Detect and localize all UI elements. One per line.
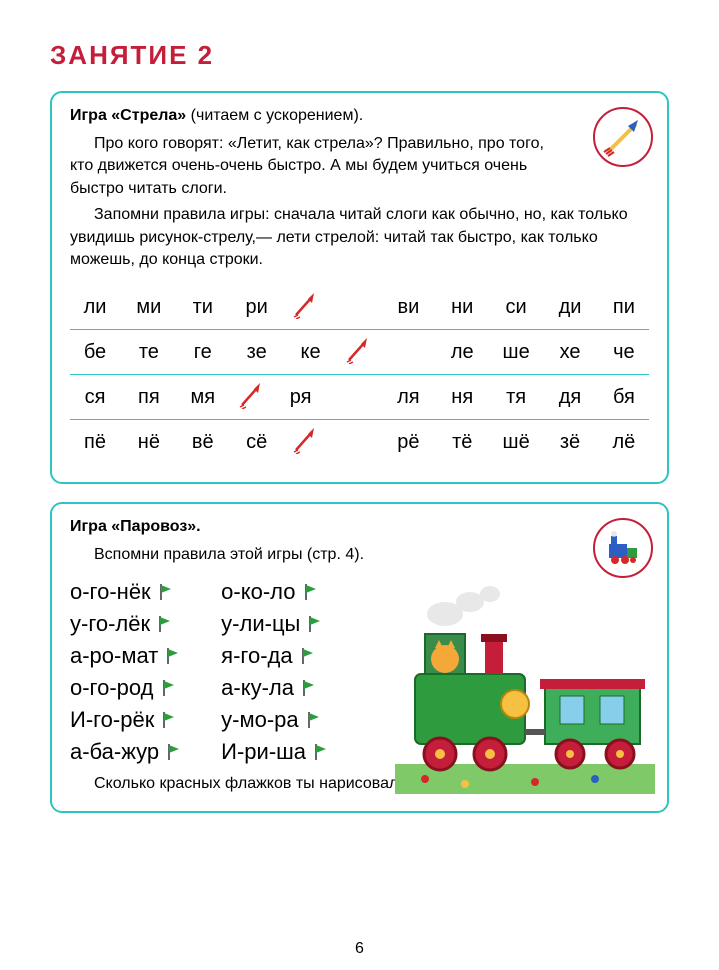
syllable-cell: ля bbox=[383, 386, 433, 409]
game1-para2: Запомни правила игры: сначала читай слог… bbox=[70, 204, 649, 271]
syllable-cell: дя bbox=[545, 386, 595, 409]
syllable-cell: нё bbox=[124, 431, 174, 454]
word-item: о-го-род bbox=[70, 675, 181, 701]
syllable-row: пёнёвёсё рётёшёзёлё bbox=[70, 419, 649, 464]
syllable-row: сяпямя ря лянятядябя bbox=[70, 374, 649, 419]
syllable-cell: пя bbox=[124, 386, 174, 409]
syllable-cell: ни bbox=[437, 296, 487, 319]
word-text: а-ку-ла bbox=[221, 675, 294, 701]
word-col-2: о-ко-ло у-ли-цы я-го-да а-ку-ла у-мо-ра И-ри-… bbox=[221, 579, 328, 765]
word-text: о-го-род bbox=[70, 675, 154, 701]
word-item: а-ку-ла bbox=[221, 675, 328, 701]
syllable-cell: тё bbox=[437, 431, 487, 454]
small-arrow-icon bbox=[286, 289, 326, 325]
small-arrow-icon bbox=[339, 334, 379, 370]
syllable-cell: ке bbox=[286, 341, 336, 364]
word-item: о-ко-ло bbox=[221, 579, 328, 605]
syllable-cell: ли bbox=[70, 296, 120, 319]
arrow-icon bbox=[600, 114, 646, 160]
train-icon-circle bbox=[593, 518, 653, 578]
syllable-cell: ше bbox=[491, 341, 541, 364]
syllable-cell: си bbox=[491, 296, 541, 319]
syllable-cell: ся bbox=[70, 386, 120, 409]
word-item: о-го-нёк bbox=[70, 579, 181, 605]
syllable-cell: ти bbox=[178, 296, 228, 319]
syllable-row: лимитири винисидипи bbox=[70, 285, 649, 329]
train-illustration bbox=[395, 584, 655, 794]
game-arrow-box: Игра «Стрела» (читаем с ускорением). Про… bbox=[50, 91, 669, 484]
syllable-cell: хе bbox=[545, 341, 595, 364]
word-item: а-ро-мат bbox=[70, 643, 181, 669]
arrow-icon-circle bbox=[593, 107, 653, 167]
syllable-cell: ня bbox=[437, 386, 487, 409]
game1-title-line: Игра «Стрела» (читаем с ускорением). bbox=[70, 107, 569, 125]
game1-subtitle: (читаем с ускорением). bbox=[186, 107, 363, 124]
syllable-cell: пи bbox=[599, 296, 649, 319]
word-text: о-ко-ло bbox=[221, 579, 295, 605]
word-item: И-ри-ша bbox=[221, 739, 328, 765]
word-item: я-го-да bbox=[221, 643, 328, 669]
word-text: у-мо-ра bbox=[221, 707, 298, 733]
word-item: у-мо-ра bbox=[221, 707, 328, 733]
train-icon bbox=[601, 526, 645, 570]
syllable-cell: шё bbox=[491, 431, 541, 454]
syllable-cell: ге bbox=[178, 341, 228, 364]
small-arrow-icon bbox=[232, 379, 272, 415]
game2-subtitle: Вспомни правила этой игры (стр. 4). bbox=[70, 544, 649, 566]
game-train-box: Игра «Паровоз». Вспомни правила этой игр… bbox=[50, 502, 669, 812]
syllable-cell: ви bbox=[383, 296, 433, 319]
word-text: я-го-да bbox=[221, 643, 292, 669]
syllable-cell: лё bbox=[599, 431, 649, 454]
game1-para1: Про кого говорят: «Летит, как стрела»? П… bbox=[70, 133, 569, 200]
syllable-cell: зё bbox=[545, 431, 595, 454]
syllable-cell: ря bbox=[276, 386, 326, 409]
syllable-cell: вё bbox=[178, 431, 228, 454]
syllable-row: бетегезеке лешехече bbox=[70, 329, 649, 374]
word-text: а-ба-жур bbox=[70, 739, 159, 765]
game1-title: Игра «Стрела» bbox=[70, 107, 186, 124]
word-col-1: о-го-нёк у-го-лёк а-ро-мат о-го-род И-го-рёк… bbox=[70, 579, 181, 765]
syllable-cell: че bbox=[599, 341, 649, 364]
word-item: у-го-лёк bbox=[70, 611, 181, 637]
word-text: И-ри-ша bbox=[221, 739, 306, 765]
syllable-cell: мя bbox=[178, 386, 228, 409]
lesson-title: ЗАНЯТИЕ 2 bbox=[50, 40, 669, 71]
syllable-cell: тя bbox=[491, 386, 541, 409]
word-text: о-го-нёк bbox=[70, 579, 151, 605]
word-text: а-ро-мат bbox=[70, 643, 158, 669]
syllable-cell: бе bbox=[70, 341, 120, 364]
syllable-cell: ди bbox=[545, 296, 595, 319]
word-item: И-го-рёк bbox=[70, 707, 181, 733]
game2-title: Игра «Паровоз». bbox=[70, 518, 201, 535]
syllable-cell: сё bbox=[232, 431, 282, 454]
word-text: у-го-лёк bbox=[70, 611, 150, 637]
syllable-grid: лимитири винисидипи бетегезеке лешехече сяпя… bbox=[70, 285, 649, 464]
word-item: а-ба-жур bbox=[70, 739, 181, 765]
syllable-cell: рё bbox=[383, 431, 433, 454]
syllable-cell: ле bbox=[437, 341, 487, 364]
syllable-cell: бя bbox=[599, 386, 649, 409]
small-arrow-icon bbox=[286, 424, 326, 460]
page-number: 6 bbox=[0, 940, 719, 958]
syllable-cell: ми bbox=[124, 296, 174, 319]
syllable-cell: те bbox=[124, 341, 174, 364]
word-text: у-ли-цы bbox=[221, 611, 300, 637]
syllable-cell: зе bbox=[232, 341, 282, 364]
game2-title-line: Игра «Паровоз». bbox=[70, 518, 649, 536]
syllable-cell: пё bbox=[70, 431, 120, 454]
word-text: И-го-рёк bbox=[70, 707, 154, 733]
syllable-cell: ри bbox=[232, 296, 282, 319]
word-item: у-ли-цы bbox=[221, 611, 328, 637]
